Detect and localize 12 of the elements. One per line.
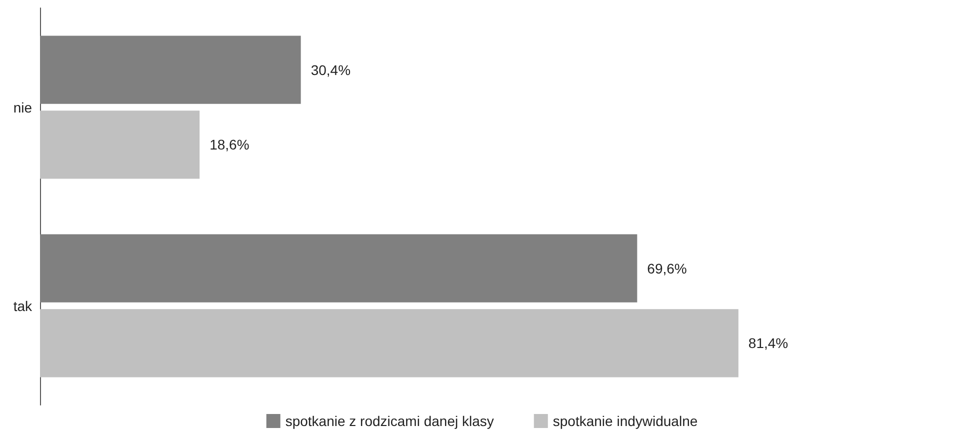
bar [40,309,738,378]
bar [40,234,638,302]
data-label: 81,4% [748,335,788,352]
data-label: 18,6% [210,136,250,153]
data-label: 69,6% [647,260,687,276]
bar [40,110,200,179]
bar [40,36,301,104]
y-tick-label: tak [13,298,33,314]
data-label: 30,4% [310,62,351,78]
y-tick-label: nie [13,99,32,116]
legend-label: spotkanie indywidualne [552,413,698,429]
legend-label: spotkanie z rodzicami danej klasy [285,413,494,429]
